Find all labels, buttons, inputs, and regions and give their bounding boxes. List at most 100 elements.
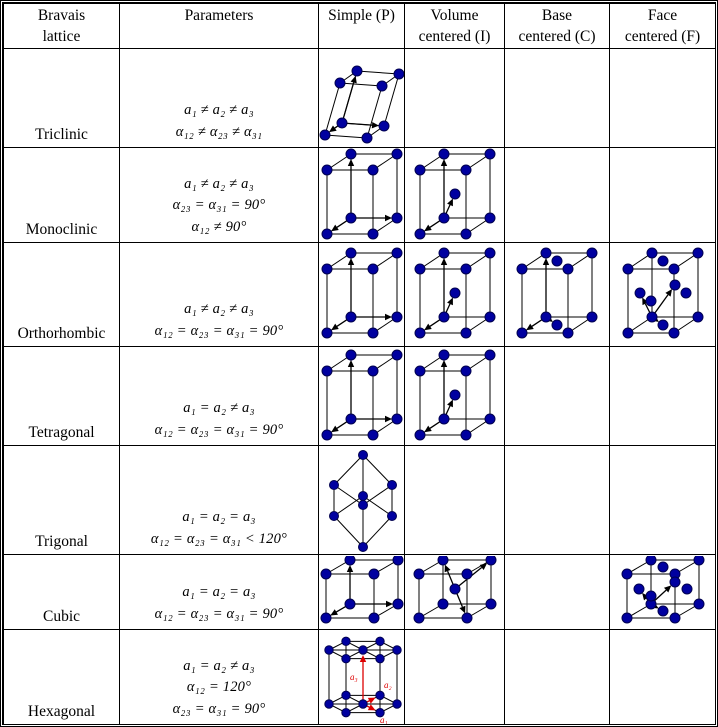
lattice-name: Monoclinic	[3, 146, 120, 243]
lattice-figure-box-p	[321, 148, 402, 240]
figure-cell-volume	[404, 47, 505, 148]
lattice-figure-box-i	[414, 349, 495, 441]
lattice-figure-triclinic	[319, 65, 404, 144]
parameter-line: a₁ ≠ a₂ ≠ a₃	[184, 175, 254, 192]
column-header-lattice: Bravais lattice	[3, 3, 120, 49]
lattice-name: Tetragonal	[3, 345, 120, 446]
figure-cell-base	[504, 47, 610, 148]
lattice-figure-box-i	[414, 247, 495, 339]
figure-cell-face	[609, 444, 715, 555]
figure-cell-base	[504, 241, 610, 347]
svg-text:a₂: a₂	[384, 680, 392, 690]
figure-cell-base	[504, 345, 610, 446]
header-line: lattice	[42, 27, 81, 45]
lattice-row-orthorhombic: Orthorhombic a₁ ≠ a₂ ≠ a₃ α₁₂ = α₂₃ = α₃₁ …	[3, 241, 715, 347]
parameter-line: α₁₂ = α₂₃ = α₃₁ < 120°	[150, 531, 288, 548]
header-line: Bravais	[37, 7, 86, 24]
figure-cell-base	[504, 628, 610, 724]
figure-cell-simple	[318, 146, 405, 243]
figure-cell-base	[504, 146, 610, 243]
lattice-name: Hexagonal	[3, 628, 120, 724]
parameters-cell: a₁ = a₂ ≠ a₃ α₁₂ = 120° α₂₃ = α₃₁ = 90°	[119, 628, 319, 724]
parameter-line: α₂₃ = α₃₁ = 90°	[172, 701, 266, 718]
column-header-parameters: Parameters	[119, 3, 319, 49]
figure-cell-volume	[404, 628, 505, 724]
column-header-base: Base centered (C)	[504, 3, 610, 49]
header-line: Base	[541, 7, 573, 24]
lattice-row-cubic: Cubic a₁ = a₂ = a₃ α₁₂ = α₂₃ = α₃₁ = 90°	[3, 553, 715, 630]
lattice-row-trigonal: Trigonal a₁ = a₂ = a₃ α₁₂ = α₂₃ = α₃₁ < 12…	[3, 444, 715, 555]
column-header-volume: Volume centered (I)	[404, 3, 505, 49]
figure-cell-simple	[318, 553, 405, 630]
parameter-line: a₁ = a₂ ≠ a₃	[183, 657, 255, 674]
header-line: centered (C)	[518, 27, 596, 45]
lattice-figure-cube-i	[413, 555, 496, 624]
header-line: centered (I)	[418, 27, 491, 45]
lattice-name: Cubic	[3, 553, 120, 630]
svg-text:a₃: a₃	[350, 672, 358, 682]
lattice-row-hexagonal: Hexagonal a₁ = a₂ ≠ a₃ α₁₂ = 120° α₂₃ = α₃₁…	[3, 628, 715, 724]
parameter-line: α₁₂ = α₂₃ = α₃₁ = 90°	[154, 606, 284, 623]
figure-cell-face	[609, 628, 715, 724]
figure-cell-simple: a₃ a₂ a₁	[318, 628, 405, 724]
lattice-figure-box-p	[321, 349, 402, 441]
parameters-cell: a₁ = a₂ = a₃ α₁₂ = α₂₃ = α₃₁ < 120°	[119, 444, 319, 555]
parameter-line: a₁ = a₂ = a₃	[182, 509, 256, 526]
parameters-cell: a₁ ≠ a₂ ≠ a₃ α₁₂ = α₂₃ = α₃₁ = 90°	[119, 241, 319, 347]
parameters-cell: a₁ = a₂ ≠ a₃ α₁₂ = α₂₃ = α₃₁ = 90°	[119, 345, 319, 446]
svg-text:a₁: a₁	[380, 715, 388, 724]
lattice-figure-cube-p	[320, 555, 403, 624]
figure-cell-volume	[404, 553, 505, 630]
figure-cell-face	[609, 345, 715, 446]
parameters-cell: a₁ ≠ a₂ ≠ a₃ α₂₃ = α₃₁ = 90° α₁₂ ≠ 90°	[119, 146, 319, 243]
parameter-line: a₁ ≠ a₂ ≠ a₃	[184, 102, 254, 119]
lattice-figure-trigonal	[328, 449, 397, 552]
parameter-line: a₁ = a₂ = a₃	[182, 584, 256, 601]
figure-cell-simple	[318, 444, 405, 555]
parameter-line: α₁₂ ≠ 90°	[191, 219, 247, 236]
parameter-line: α₂₃ = α₃₁ = 90°	[172, 197, 266, 214]
header-line	[121, 27, 318, 47]
header-line: centered (F)	[624, 27, 701, 45]
parameter-line: α₁₂ ≠ α₂₃ ≠ α₃₁	[175, 124, 263, 141]
column-header-face: Face centered (F)	[609, 3, 715, 49]
figure-cell-base	[504, 553, 610, 630]
lattice-figure-box-f	[622, 247, 703, 339]
parameter-line: α₁₂ = α₂₃ = α₃₁ = 90°	[154, 422, 284, 439]
lattice-row-monoclinic: Monoclinic a₁ ≠ a₂ ≠ a₃ α₂₃ = α₃₁ = 90° α₁₂…	[3, 146, 715, 243]
parameter-line: a₁ = a₂ ≠ a₃	[183, 400, 255, 417]
figure-cell-volume	[404, 345, 505, 446]
figure-cell-face	[609, 47, 715, 148]
figure-cell-face	[609, 146, 715, 243]
figure-cell-face	[609, 241, 715, 347]
lattice-figure-box-c	[516, 247, 598, 339]
parameter-line: α₁₂ = α₂₃ = α₃₁ = 90°	[154, 323, 284, 340]
lattice-name: Triclinic	[3, 47, 120, 148]
bravais-lattice-table: Bravais lattice Parameters Simple (P) Vo…	[3, 3, 715, 724]
lattice-name: Trigonal	[3, 444, 120, 555]
column-header-simple: Simple (P)	[318, 3, 405, 49]
figure-cell-volume	[404, 444, 505, 555]
lattice-figure-box-p	[321, 247, 402, 339]
figure-cell-simple	[318, 345, 405, 446]
parameter-line: α₁₂ = 120°	[186, 679, 252, 696]
parameter-line: a₁ ≠ a₂ ≠ a₃	[184, 301, 254, 318]
header-line	[320, 27, 404, 47]
figure-cell-volume	[404, 241, 505, 347]
figure-cell-base	[504, 444, 610, 555]
header-row: Bravais lattice Parameters Simple (P) Vo…	[3, 3, 715, 49]
parameters-cell: a₁ = a₂ = a₃ α₁₂ = α₂₃ = α₃₁ = 90°	[119, 553, 319, 630]
lattice-figure-cube-f	[621, 555, 704, 624]
figure-cell-face	[609, 553, 715, 630]
figure-cell-volume	[404, 146, 505, 243]
header-line: Parameters	[184, 7, 254, 24]
lattice-figure-hexagonal: a₃ a₂ a₁	[323, 636, 402, 724]
lattice-name: Orthorhombic	[3, 241, 120, 347]
lattice-row-triclinic: Triclinic a₁ ≠ a₂ ≠ a₃ α₁₂ ≠ α₂₃ ≠ α₃₁	[3, 47, 715, 148]
lattice-figure-box-i	[414, 148, 495, 240]
header-line: Face	[647, 7, 678, 24]
figure-cell-simple	[318, 47, 405, 148]
header-line: Volume	[430, 7, 479, 24]
lattice-row-tetragonal: Tetragonal a₁ = a₂ ≠ a₃ α₁₂ = α₂₃ = α₃₁ = …	[3, 345, 715, 446]
